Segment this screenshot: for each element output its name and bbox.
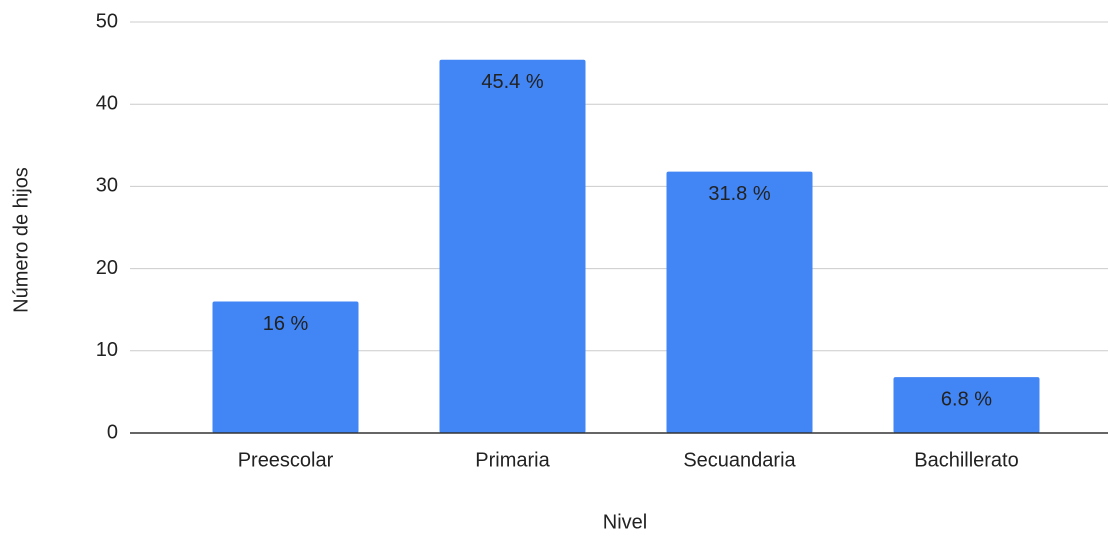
y-tick-label: 20 xyxy=(96,257,118,279)
y-tick-label: 30 xyxy=(96,175,118,197)
bar xyxy=(893,377,1040,433)
y-tick-label: 40 xyxy=(96,92,118,114)
bar xyxy=(212,301,359,433)
x-tick-label: Secuandaria xyxy=(683,449,796,471)
x-tick-label: Primaria xyxy=(475,449,550,471)
data-label: 31.8 % xyxy=(708,183,770,205)
y-axis-title: Número de hijos xyxy=(10,167,32,313)
x-axis-title: Nivel xyxy=(603,511,647,533)
y-tick-label: 10 xyxy=(96,339,118,361)
y-tick-label: 0 xyxy=(107,421,118,443)
data-label: 6.8 % xyxy=(941,388,992,410)
bar xyxy=(666,171,813,433)
x-tick-label: Preescolar xyxy=(238,449,334,471)
x-tick-label: Bachillerato xyxy=(914,449,1019,471)
y-tick-label: 50 xyxy=(96,10,118,32)
data-label: 45.4 % xyxy=(481,71,543,93)
bar xyxy=(439,59,586,433)
data-label: 16 % xyxy=(263,313,309,335)
